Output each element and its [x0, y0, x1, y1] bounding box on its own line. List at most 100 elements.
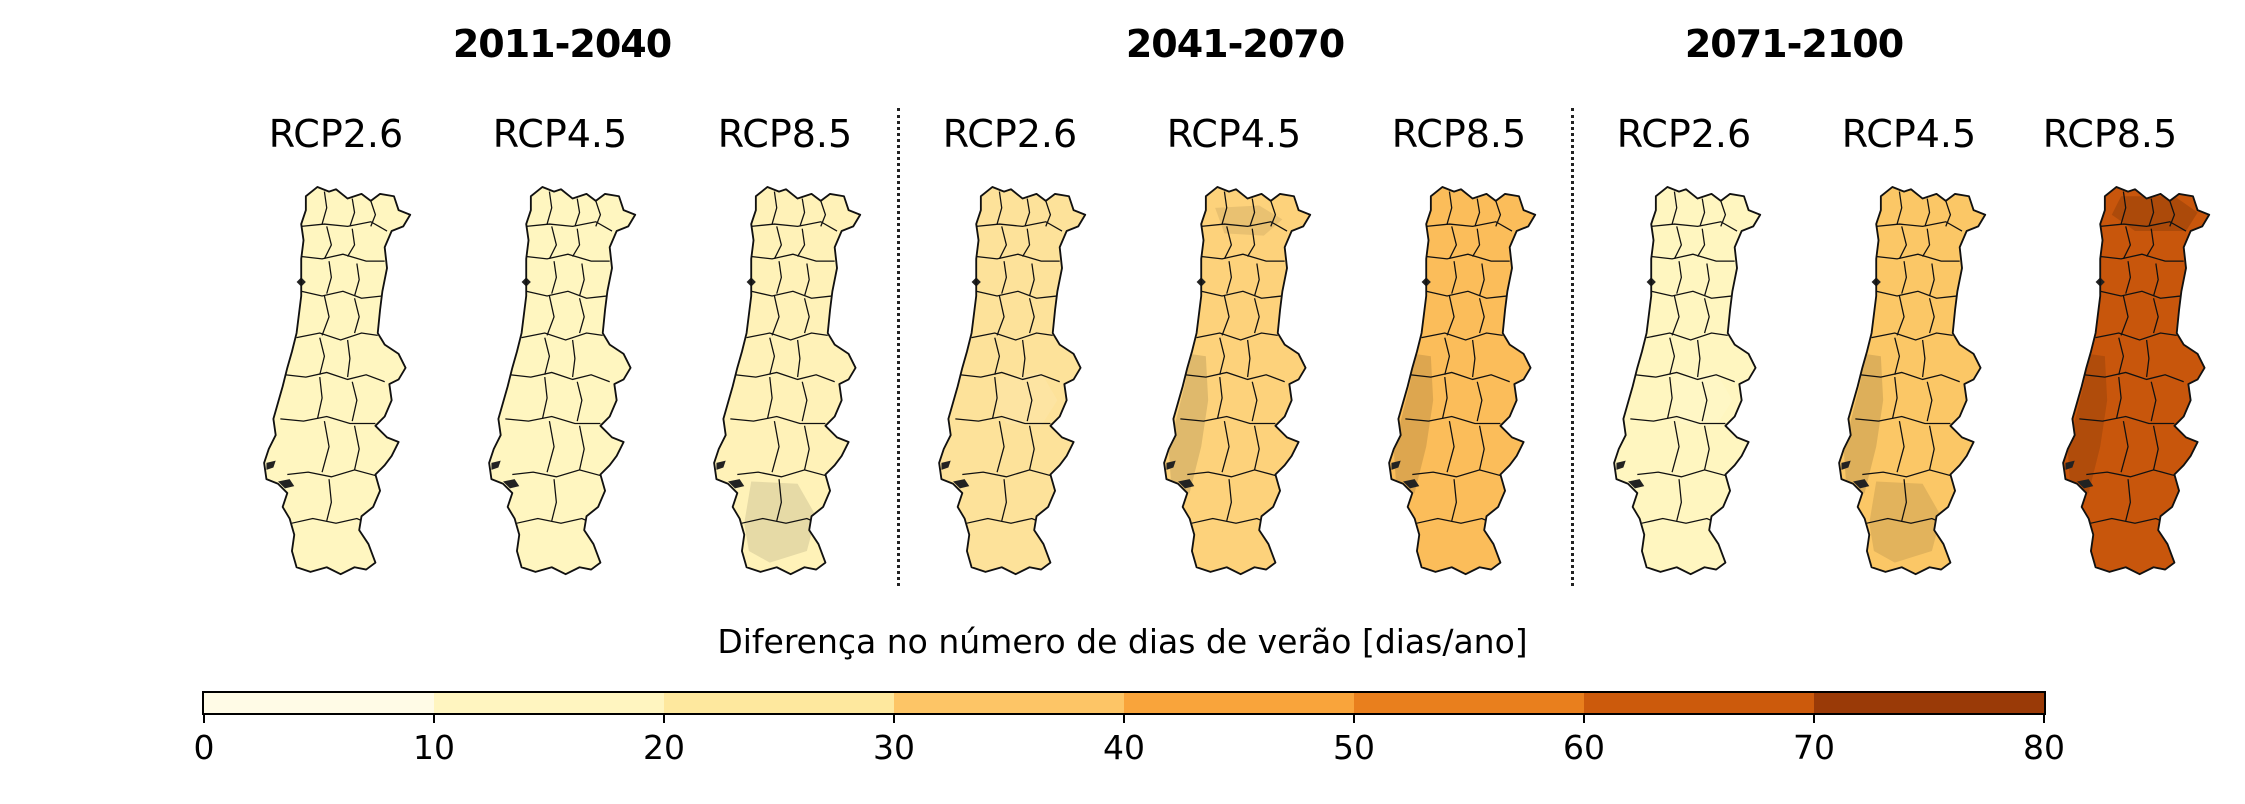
district-border: [1855, 415, 1951, 425]
colorbar-tick-label: 70: [1793, 728, 1835, 767]
district-border: [578, 425, 585, 470]
map-p1-rcp85: [686, 180, 886, 580]
estuary: [2065, 460, 2075, 470]
district-border: [1876, 253, 1960, 262]
district-border: [1901, 479, 1908, 522]
colorbar-tick-label: 30: [873, 728, 915, 767]
district-border: [773, 226, 783, 260]
district-border: [996, 191, 1003, 225]
district-border: [1896, 295, 1905, 336]
district-border: [776, 479, 783, 522]
district-border: [548, 226, 558, 260]
district-border: [551, 479, 558, 522]
district-border: [595, 200, 602, 227]
district-border: [1676, 479, 1683, 522]
district-border: [1221, 421, 1230, 473]
district-border: [1651, 221, 1738, 232]
district-border: [1249, 198, 1256, 227]
district-border: [2115, 377, 2122, 419]
estuary: [728, 479, 745, 489]
district-border: [1270, 200, 1277, 227]
district-border: [1001, 261, 1008, 294]
district-border: [1026, 381, 1033, 422]
district-border: [751, 221, 838, 232]
district-border: [1630, 415, 1726, 425]
colorbar-tick-label: 80: [2023, 728, 2065, 767]
district-border: [1926, 381, 1933, 422]
estuary: [1628, 479, 1645, 489]
district-border: [1634, 371, 1735, 383]
period-title-2: 2041-2070: [1125, 22, 1345, 66]
district-border: [349, 198, 356, 227]
colorbar-segment: [664, 693, 894, 713]
district-border: [2122, 226, 2132, 260]
district-border: [1676, 261, 1683, 294]
district-border: [1924, 198, 1931, 227]
district-border: [546, 191, 553, 225]
district-border: [572, 228, 581, 257]
map-fill: [1389, 186, 1536, 575]
legend-title: Diferença no número de dias de verão [di…: [717, 622, 1528, 661]
district-border: [346, 339, 351, 378]
district-border: [1444, 337, 1451, 375]
district-border: [353, 263, 360, 297]
district-border: [1495, 200, 1502, 227]
country-outline: [2062, 186, 2211, 576]
scenario-label-p3-rcp45: RCP4.5: [1841, 112, 1977, 156]
district-border: [1426, 221, 1513, 232]
district-border: [2152, 298, 2159, 334]
district-border: [280, 415, 376, 425]
colorbar-tick: [663, 713, 665, 723]
map-anomaly-region: [2111, 196, 2198, 232]
district-border: [1876, 221, 1963, 232]
district-border: [1703, 263, 1710, 297]
district-border: [751, 253, 835, 262]
district-border: [1671, 295, 1680, 336]
district-border: [1253, 298, 1260, 334]
district-border: [1646, 332, 1728, 341]
district-border: [347, 228, 356, 257]
colorbar-segment: [1354, 693, 1584, 713]
district-border: [1021, 339, 1026, 378]
district-border: [1451, 479, 1458, 522]
district-border: [1253, 263, 1260, 297]
map-p1-rcp26: [236, 180, 436, 580]
portugal-map: [938, 186, 1087, 576]
map-p3-rcp45: [1811, 180, 2011, 580]
district-border: [1253, 425, 1260, 470]
district-border: [1448, 226, 1458, 260]
district-border: [319, 337, 326, 375]
district-border: [976, 253, 1060, 262]
colorbar-tick: [1353, 713, 1355, 723]
district-border: [1180, 415, 1276, 425]
estuary: [1166, 460, 1176, 470]
district-border: [1409, 371, 1510, 383]
district-border: [1022, 228, 1031, 257]
district-border: [2079, 415, 2175, 425]
scenario-label-p1-rcp26: RCP2.6: [268, 112, 404, 156]
colorbar-tick: [893, 713, 895, 723]
district-border: [1441, 377, 1448, 419]
portugal-map: [263, 186, 412, 576]
district-border: [1898, 226, 1908, 260]
district-border: [1472, 228, 1481, 257]
district-border: [1201, 253, 1285, 262]
district-border: [1478, 298, 1485, 334]
colorbar-segment: [1814, 693, 2044, 713]
scenario-label-p1-rcp85: RCP8.5: [717, 112, 853, 156]
district-border: [799, 198, 806, 227]
district-border: [521, 332, 603, 341]
district-border: [1720, 200, 1727, 227]
district-border: [803, 425, 810, 470]
estuary: [1616, 460, 1626, 470]
district-border: [769, 337, 776, 375]
district-border: [737, 469, 831, 478]
estuary: [1178, 479, 1195, 489]
district-border: [1671, 421, 1680, 473]
district-border: [296, 332, 378, 341]
country-outline: [488, 186, 637, 576]
district-border: [2100, 253, 2184, 262]
map-p1-rcp45: [461, 180, 661, 580]
district-border: [351, 381, 358, 422]
district-border: [301, 290, 383, 299]
